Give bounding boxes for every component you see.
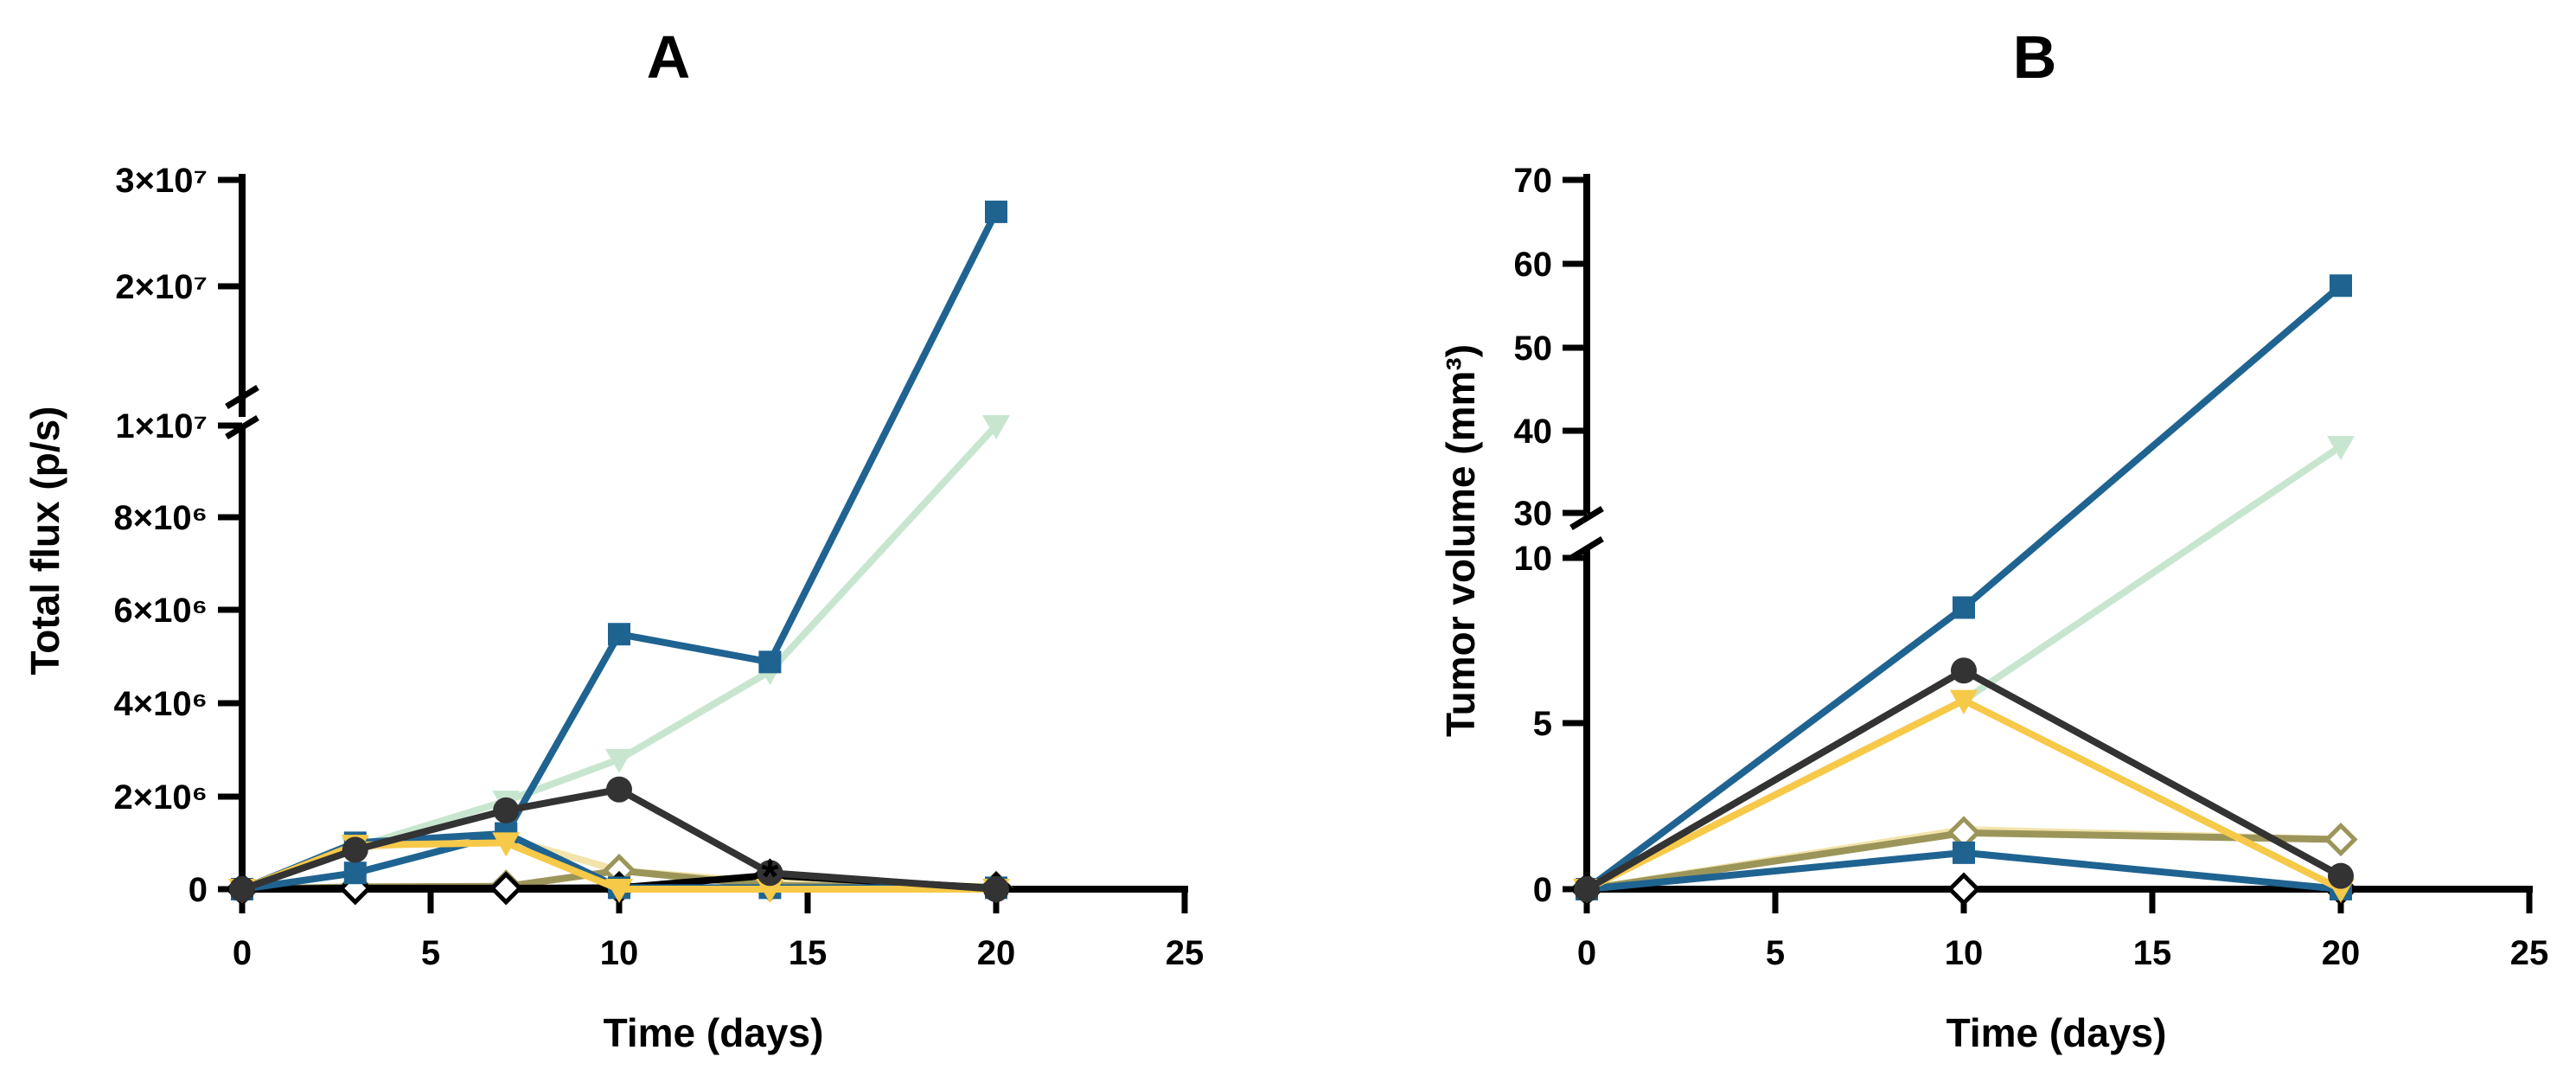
panel-a-axis-break-mark-1 bbox=[225, 385, 259, 409]
panel-b-series-blue-square-line bbox=[1583, 282, 2344, 893]
panel-a-series-yellow-marker bbox=[605, 879, 633, 903]
panel-a-x-ticks: 0 5 10 15 20 25 bbox=[233, 889, 1204, 972]
panel-b-y-tick-label: 50 bbox=[1514, 330, 1553, 368]
panel-b-series-blue-square-marker bbox=[2330, 274, 2352, 298]
panel-a-series-yellow-line bbox=[239, 839, 1000, 893]
panel-a-annotations: * bbox=[761, 852, 779, 902]
panel-b-series-yellow-marker bbox=[1950, 689, 1978, 714]
panel-b-y-tick-label: 0 bbox=[1533, 871, 1552, 909]
panel-b-y-tick-label: 5 bbox=[1533, 705, 1552, 743]
panel-b-y-tick-label: 10 bbox=[1514, 540, 1553, 578]
panel-b-x-tick-label: 20 bbox=[2322, 934, 2361, 972]
panel-a-series-light-green-line bbox=[239, 422, 1000, 893]
panel-a-y-ticks-lower: 0 2×10⁶ 4×10⁶ 6×10⁶ 8×10⁶ 1×10⁷ bbox=[113, 407, 242, 909]
panel-b: B Tumor volume (mm³) Time (days) 70 60 5… bbox=[1438, 23, 2548, 1055]
panel-b-series bbox=[1569, 274, 2358, 906]
panel-a-series-yellow-marker bbox=[492, 832, 521, 857]
panel-b-y-tick-label: 70 bbox=[1514, 162, 1553, 200]
panel-b-y-axis-title: Tumor volume (mm³) bbox=[1438, 344, 1483, 737]
panel-a-y-tick-label: 1×10⁷ bbox=[115, 407, 208, 445]
panel-a-series-dark-gray-circle-line bbox=[239, 785, 1000, 893]
panel-a-series-dark-gray-circle-marker bbox=[757, 860, 783, 887]
panel-a-y-tick-label: 4×10⁶ bbox=[113, 685, 208, 723]
panel-a-series-dark-gray-circle-marker bbox=[229, 876, 255, 902]
panel-b-y-ticks-lower: 0 5 10 bbox=[1514, 540, 1587, 909]
panel-b-y-ticks-upper: 70 60 50 40 30 bbox=[1514, 162, 1587, 533]
panel-a-y-ticks-upper: 3×10⁷ 2×10⁷ bbox=[115, 162, 242, 306]
panel-a-series-blue-square-marker bbox=[758, 650, 782, 674]
panel-a-x-tick-label: 15 bbox=[789, 934, 828, 972]
panel-a-y-tick-label: 2×10⁶ bbox=[113, 778, 208, 817]
panel-b-y-tick-label: 40 bbox=[1514, 413, 1553, 451]
panel-a: A Total flux (p/s) Time (days) 3×10⁷ 2×1… bbox=[22, 23, 1204, 1055]
panel-a-y-tick-label: 6×10⁶ bbox=[113, 592, 208, 630]
panel-a-series-dark-gray-circle-marker bbox=[342, 836, 368, 863]
panel-a-x-tick-label: 5 bbox=[421, 934, 440, 972]
panel-a-series-dark-gray-circle-marker bbox=[606, 776, 632, 803]
panel-a-y-tick-label: 3×10⁷ bbox=[115, 162, 208, 200]
panel-a-title: A bbox=[647, 23, 691, 91]
panel-a-y-tick-label: 0 bbox=[189, 871, 208, 909]
panel-b-x-tick-label: 25 bbox=[2510, 934, 2549, 972]
panel-b-title: B bbox=[2013, 23, 2057, 91]
panel-b-x-ticks: 0 5 10 15 20 25 bbox=[1577, 889, 2548, 972]
panel-b-y-tick-label: 60 bbox=[1514, 246, 1553, 284]
panel-b-series-olive-diamond-marker bbox=[2324, 823, 2358, 857]
panel-a-x-tick-label: 20 bbox=[977, 934, 1016, 972]
panel-a-x-axis-title: Time (days) bbox=[604, 1010, 824, 1055]
panel-b-y-tick-label: 30 bbox=[1514, 495, 1553, 533]
panel-b-x-tick-label: 0 bbox=[1577, 934, 1596, 972]
panel-b-series-blue-line-marker bbox=[1953, 841, 1975, 864]
panel-a-series bbox=[225, 200, 1013, 906]
panel-a-x-tick-label: 10 bbox=[600, 934, 639, 972]
panel-a-x-tick-label: 25 bbox=[1166, 934, 1205, 972]
panel-a-series-blue-square-marker bbox=[608, 623, 630, 646]
panel-a-y-tick-label: 2×10⁷ bbox=[115, 268, 208, 306]
panel-b-x-tick-label: 5 bbox=[1766, 934, 1785, 972]
panel-a-series-light-green-marker bbox=[605, 748, 633, 773]
panel-b-x-tick-label: 10 bbox=[1945, 934, 1984, 972]
panel-a-series-black-diamond-marker bbox=[489, 871, 523, 906]
panel-b-series-dark-gray-circle-marker bbox=[2328, 862, 2354, 889]
panel-b-series-dark-gray-circle-marker bbox=[1574, 876, 1600, 902]
panel-a-series-yellow-marker bbox=[756, 879, 784, 903]
panel-b-series-dark-gray-circle-marker bbox=[1951, 657, 1977, 684]
panel-b-x-tick-label: 15 bbox=[2133, 934, 2172, 972]
panel-a-series-blue-square-marker bbox=[985, 200, 1007, 223]
panel-b-axis-break-mark-2 bbox=[1569, 536, 1604, 560]
panel-b-axis-break-mark-1 bbox=[1569, 506, 1604, 530]
panel-a-axes bbox=[225, 174, 1188, 893]
panel-a-y-tick-label: 8×10⁶ bbox=[113, 499, 208, 537]
panel-a-series-light-green-marker bbox=[982, 415, 1010, 439]
panel-b-x-axis-title: Time (days) bbox=[1946, 1010, 2167, 1055]
panel-a-series-blue-line-marker bbox=[343, 861, 367, 885]
panel-b-series-black-diamond-marker bbox=[1946, 872, 1981, 906]
panel-a-series-dark-gray-circle-marker bbox=[493, 797, 520, 823]
panel-b-series-blue-square-marker bbox=[1953, 596, 1975, 619]
panel-a-x-tick-label: 0 bbox=[233, 934, 252, 972]
panel-a-annotation-asterisk: * bbox=[761, 852, 779, 902]
panel-b-series-light-green-marker bbox=[2327, 436, 2355, 460]
panel-a-y-axis-title: Total flux (p/s) bbox=[22, 407, 67, 676]
panel-a-series-dark-gray-circle-marker bbox=[983, 876, 1009, 902]
